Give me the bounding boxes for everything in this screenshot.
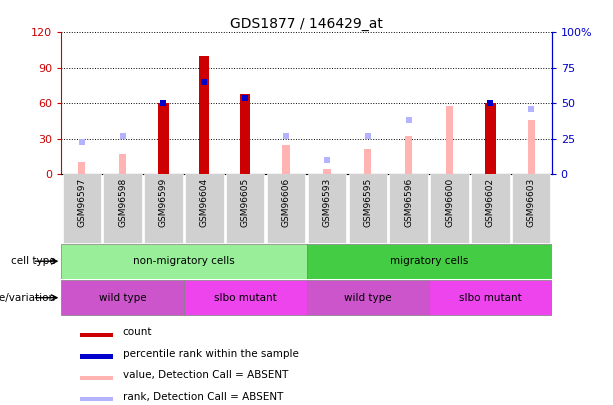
- Bar: [80, 354, 113, 359]
- Text: GSM96598: GSM96598: [118, 177, 127, 227]
- Text: GSM96603: GSM96603: [527, 177, 536, 227]
- Bar: [485, 103, 495, 174]
- Text: cell type: cell type: [10, 256, 55, 266]
- Text: GSM96597: GSM96597: [77, 177, 86, 227]
- Text: GSM96593: GSM96593: [322, 177, 332, 227]
- Bar: [240, 94, 250, 174]
- Text: GSM96599: GSM96599: [159, 177, 168, 227]
- FancyBboxPatch shape: [306, 244, 552, 279]
- FancyBboxPatch shape: [267, 174, 305, 243]
- Text: slbo mutant: slbo mutant: [459, 293, 522, 303]
- Bar: [158, 103, 169, 174]
- Text: GSM96595: GSM96595: [364, 177, 372, 227]
- FancyBboxPatch shape: [471, 174, 509, 243]
- FancyBboxPatch shape: [61, 280, 184, 315]
- FancyBboxPatch shape: [349, 174, 387, 243]
- Bar: [78, 162, 85, 174]
- Text: GSM96600: GSM96600: [445, 177, 454, 227]
- FancyBboxPatch shape: [61, 244, 306, 279]
- FancyBboxPatch shape: [185, 174, 224, 243]
- Text: GSM96606: GSM96606: [281, 177, 291, 227]
- Text: GSM96602: GSM96602: [486, 177, 495, 227]
- Text: value, Detection Call = ABSENT: value, Detection Call = ABSENT: [123, 370, 288, 380]
- Text: GSM96605: GSM96605: [241, 177, 249, 227]
- Text: slbo mutant: slbo mutant: [214, 293, 276, 303]
- Bar: [80, 397, 113, 401]
- Bar: [405, 136, 413, 174]
- FancyBboxPatch shape: [63, 174, 101, 243]
- Text: migratory cells: migratory cells: [390, 256, 468, 266]
- FancyBboxPatch shape: [104, 174, 142, 243]
- Text: count: count: [123, 327, 152, 337]
- Bar: [199, 56, 210, 174]
- FancyBboxPatch shape: [512, 174, 550, 243]
- Bar: [80, 333, 113, 337]
- FancyBboxPatch shape: [389, 174, 428, 243]
- Text: GSM96604: GSM96604: [200, 177, 209, 227]
- Text: rank, Detection Call = ABSENT: rank, Detection Call = ABSENT: [123, 392, 283, 401]
- FancyBboxPatch shape: [429, 280, 552, 315]
- Text: genotype/variation: genotype/variation: [0, 293, 55, 303]
- FancyBboxPatch shape: [430, 174, 469, 243]
- Text: wild type: wild type: [344, 293, 392, 303]
- Bar: [119, 154, 126, 174]
- Text: wild type: wild type: [99, 293, 147, 303]
- Text: percentile rank within the sample: percentile rank within the sample: [123, 349, 299, 359]
- FancyBboxPatch shape: [184, 280, 306, 315]
- Text: GSM96596: GSM96596: [404, 177, 413, 227]
- FancyBboxPatch shape: [144, 174, 183, 243]
- Bar: [80, 376, 113, 380]
- Bar: [323, 169, 330, 174]
- FancyBboxPatch shape: [306, 280, 429, 315]
- FancyBboxPatch shape: [308, 174, 346, 243]
- Bar: [364, 149, 371, 174]
- FancyBboxPatch shape: [226, 174, 264, 243]
- Bar: [446, 106, 453, 174]
- Bar: [528, 120, 535, 174]
- Title: GDS1877 / 146429_at: GDS1877 / 146429_at: [230, 17, 383, 31]
- Text: non-migratory cells: non-migratory cells: [133, 256, 235, 266]
- Bar: [283, 145, 290, 174]
